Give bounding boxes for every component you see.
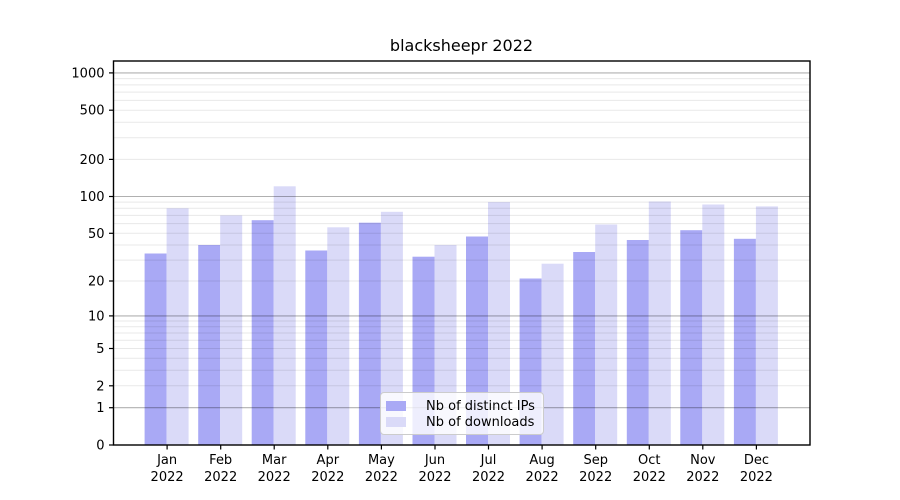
x-tick-label-year: 2022	[204, 470, 237, 485]
x-tick-label-month: Oct	[638, 453, 660, 468]
bar-downloads-jan	[166, 208, 189, 445]
legend-label-downloads: Nb of downloads	[426, 414, 535, 430]
y-tick-label: 20	[88, 275, 105, 290]
x-tick-label-year: 2022	[686, 470, 719, 485]
x-tick-label-year: 2022	[258, 470, 291, 485]
x-tick-label-year: 2022	[526, 470, 559, 485]
y-tick-label: 5	[96, 342, 104, 357]
bar-downloads-jul	[488, 202, 510, 445]
bar-distinct-ips-feb	[198, 245, 221, 445]
y-tick-label: 200	[80, 153, 105, 168]
y-tick-label: 10	[88, 309, 105, 324]
x-tick-label-year: 2022	[740, 470, 773, 485]
plot-border	[112, 60, 811, 446]
y-tick-label: 1000	[71, 66, 104, 81]
x-tick-label-year: 2022	[151, 470, 184, 485]
x-tick-label-month: Apr	[317, 453, 340, 468]
x-tick-label-month: Nov	[690, 453, 716, 468]
x-tick-label-month: Sep	[583, 453, 608, 468]
bar-distinct-ips-may	[358, 222, 381, 445]
x-tick-label-year: 2022	[579, 470, 612, 485]
chart-title: blacksheepr 2022	[389, 36, 534, 55]
legend: Nb of distinct IPs Nb of downloads	[380, 392, 544, 435]
x-tick-label-year: 2022	[311, 470, 344, 485]
x-tick-label-month: Jul	[480, 453, 497, 468]
bar-distinct-ips-mar	[251, 220, 274, 445]
x-tick-label-year: 2022	[472, 470, 505, 485]
legend-swatch-downloads	[386, 417, 406, 427]
x-tick-label-year: 2022	[418, 470, 451, 485]
y-tick-label: 50	[88, 227, 105, 242]
bar-downloads-nov	[702, 204, 725, 445]
bar-downloads-feb	[220, 215, 243, 445]
bar-distinct-ips-oct	[626, 240, 649, 445]
x-tick-label-month: May	[368, 453, 395, 468]
bar-downloads-sep	[595, 224, 618, 445]
y-tick-label: 100	[80, 190, 105, 205]
bar-downloads-aug	[541, 263, 564, 445]
bar-distinct-ips-sep	[573, 252, 596, 445]
legend-label-distinct-ips: Nb of distinct IPs	[426, 398, 535, 414]
legend-item-downloads: Nb of downloads	[386, 414, 535, 430]
x-tick-label-month: Feb	[209, 453, 232, 468]
x-tick-label-month: Jun	[424, 453, 445, 468]
x-tick-label-month: Dec	[744, 453, 769, 468]
bar-distinct-ips-jan	[144, 253, 167, 445]
bar-distinct-ips-dec	[733, 238, 756, 445]
x-tick-label-month: Mar	[262, 453, 287, 468]
x-tick-label-month: Jan	[156, 453, 177, 468]
bar-downloads-oct	[648, 201, 671, 445]
bar-downloads-may	[380, 211, 403, 445]
bar-downloads-apr	[327, 227, 350, 445]
legend-item-distinct-ips: Nb of distinct IPs	[386, 398, 535, 414]
x-tick-label-year: 2022	[633, 470, 666, 485]
bar-distinct-ips-apr	[305, 250, 328, 445]
x-tick-label-year: 2022	[365, 470, 398, 485]
legend-swatch-distinct-ips	[386, 401, 406, 411]
bar-distinct-ips-nov	[680, 230, 703, 445]
y-tick-label: 2	[96, 379, 104, 394]
y-tick-label: 500	[80, 104, 105, 119]
bar-downloads-dec	[755, 206, 778, 445]
y-tick-label: 1	[96, 401, 104, 416]
y-tick-label: 0	[96, 439, 104, 454]
bar-downloads-mar	[273, 186, 296, 446]
x-tick-label-month: Aug	[529, 453, 554, 468]
